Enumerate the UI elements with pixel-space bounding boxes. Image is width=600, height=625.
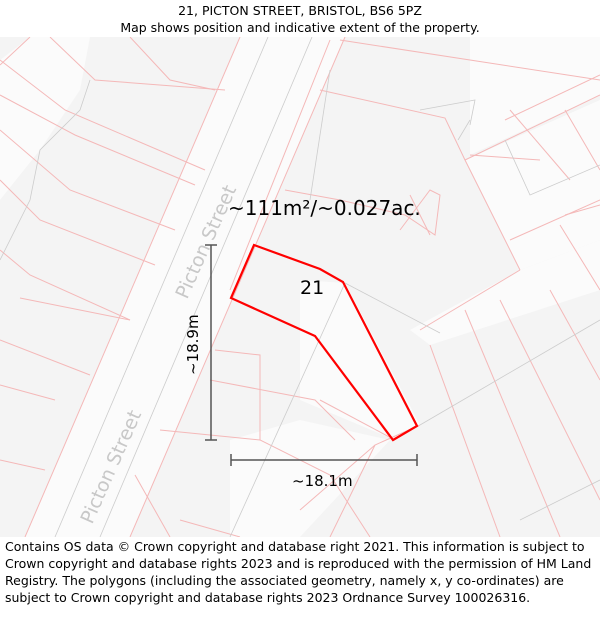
vertical-dimension-label: ~18.9m [184, 314, 202, 375]
copyright-attribution: Contains OS data © Crown copyright and d… [5, 539, 592, 605]
plot-number-label: 21 [300, 277, 324, 299]
map-header: 21, PICTON STREET, BRISTOL, BS6 5PZ Map … [0, 0, 600, 37]
property-boundary[interactable] [229, 243, 419, 442]
property-address: 21, PICTON STREET, BRISTOL, BS6 5PZ [178, 3, 422, 18]
area-label: ~111m²/~0.027ac. [228, 196, 421, 220]
horizontal-dimension-label: ~18.1m [292, 472, 353, 490]
map-canvas: Picton Street Picton Street ~111m²/~0.02… [0, 37, 600, 537]
property-map[interactable]: Picton Street Picton Street ~111m²/~0.02… [0, 37, 600, 537]
horizontal-dimension-line [230, 454, 418, 466]
vertical-dimension-line [205, 244, 217, 441]
map-description: Map shows position and indicative extent… [120, 20, 480, 35]
